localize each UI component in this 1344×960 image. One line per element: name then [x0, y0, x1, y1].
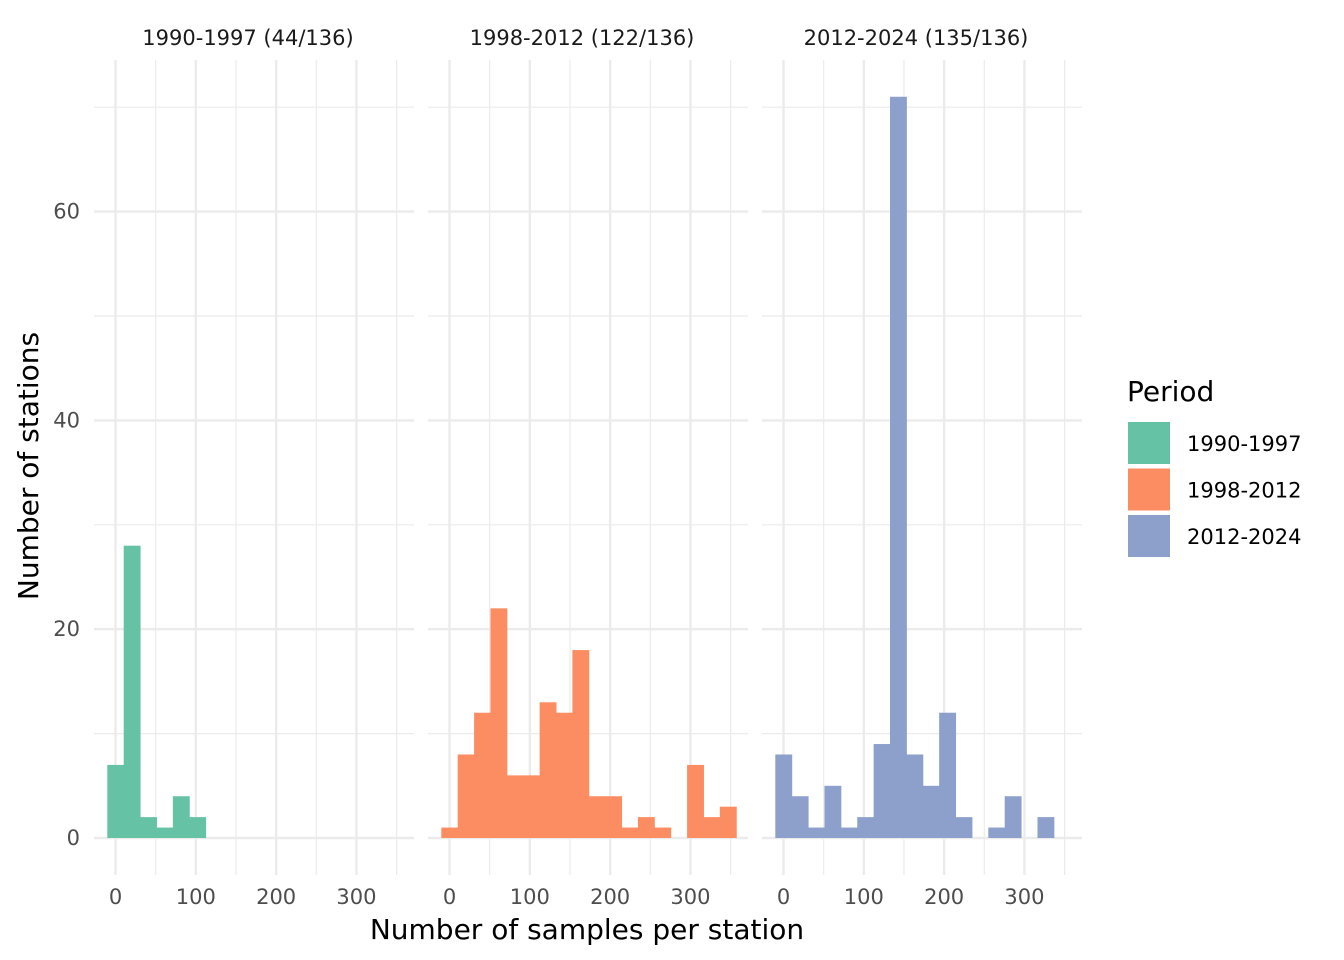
legend-swatch [1128, 515, 1170, 557]
y-tick-label: 0 [67, 826, 80, 850]
legend-label: 2012-2024 [1187, 525, 1301, 549]
y-axis-title: Number of stations [12, 332, 45, 600]
x-tick-label: 100 [176, 885, 216, 909]
histogram-bar [441, 827, 459, 838]
histogram-bar [1037, 817, 1055, 838]
histogram-bar [523, 775, 541, 838]
histogram-bar [840, 827, 858, 838]
histogram-bar [172, 796, 190, 838]
histogram-bar [654, 827, 672, 838]
histogram-bar [156, 827, 174, 838]
y-tick-label: 60 [53, 200, 80, 224]
histogram-bar [703, 817, 721, 838]
histogram-bar [775, 754, 793, 838]
legend: Period 1990-1997 1998-2012 2012-2024 [1127, 375, 1301, 557]
histogram-bar [621, 827, 639, 838]
histogram-bar [506, 775, 524, 838]
x-tick-label: 100 [510, 885, 550, 909]
legend-label: 1998-2012 [1187, 479, 1301, 503]
histogram-bar [808, 827, 825, 838]
histogram-bar [637, 817, 655, 838]
histogram-bar [572, 650, 590, 838]
histogram-bar [988, 827, 1006, 838]
x-tick-label: 0 [109, 885, 122, 909]
facet-panel-3: 2012-2024 (135/136) 0 100 200 300 [762, 26, 1082, 909]
legend-swatch [1128, 422, 1170, 464]
legend-swatch [1128, 468, 1170, 511]
histogram-bar [857, 817, 875, 838]
legend-title: Period [1127, 375, 1214, 408]
histogram-bar [922, 785, 940, 838]
x-tick-label: 200 [256, 885, 296, 909]
y-tick-label: 20 [53, 617, 80, 641]
histogram-bar [474, 712, 491, 838]
x-axis-title: Number of samples per station [370, 913, 804, 946]
legend-label: 1990-1997 [1187, 432, 1301, 456]
x-tick-label: 0 [777, 885, 790, 909]
histogram-bar [588, 796, 606, 838]
histogram-bar [906, 754, 924, 838]
histogram-bar [939, 712, 957, 838]
x-tick-label: 300 [670, 885, 710, 909]
histogram-bar [140, 817, 157, 838]
x-tick-label: 200 [590, 885, 630, 909]
histogram-bar [719, 806, 737, 838]
histogram-bar [791, 796, 809, 838]
histogram-bar [824, 785, 842, 838]
x-tick-label: 200 [924, 885, 964, 909]
facet-strip-label: 2012-2024 (135/136) [804, 26, 1029, 50]
histogram-bar [539, 702, 557, 838]
histogram-bar [1004, 796, 1022, 838]
histogram-bar [490, 608, 508, 838]
histogram-bar [955, 817, 973, 838]
histogram-bar [687, 764, 704, 838]
x-tick-label: 300 [1004, 885, 1044, 909]
histogram-bar [556, 712, 573, 838]
histogram-bar [457, 754, 475, 838]
x-tick-label: 300 [336, 885, 376, 909]
histogram-bar [107, 764, 125, 838]
histogram-bar [873, 744, 891, 838]
x-tick-label: 0 [443, 885, 456, 909]
x-tick-label: 100 [844, 885, 884, 909]
facet-panel-2: 1998-2012 (122/136) 0 100 200 300 [428, 26, 748, 909]
histogram-bar [189, 817, 207, 838]
facet-strip-label: 1990-1997 (44/136) [142, 26, 353, 50]
histogram-bar [890, 96, 907, 838]
y-tick-label: 40 [53, 408, 80, 432]
histogram-bar [123, 545, 141, 838]
facet-strip-label: 1998-2012 (122/136) [470, 26, 695, 50]
histogram-bar [605, 796, 623, 838]
facet-panel-1: 1990-1997 (44/136) 0 100 200 300 [94, 26, 414, 909]
